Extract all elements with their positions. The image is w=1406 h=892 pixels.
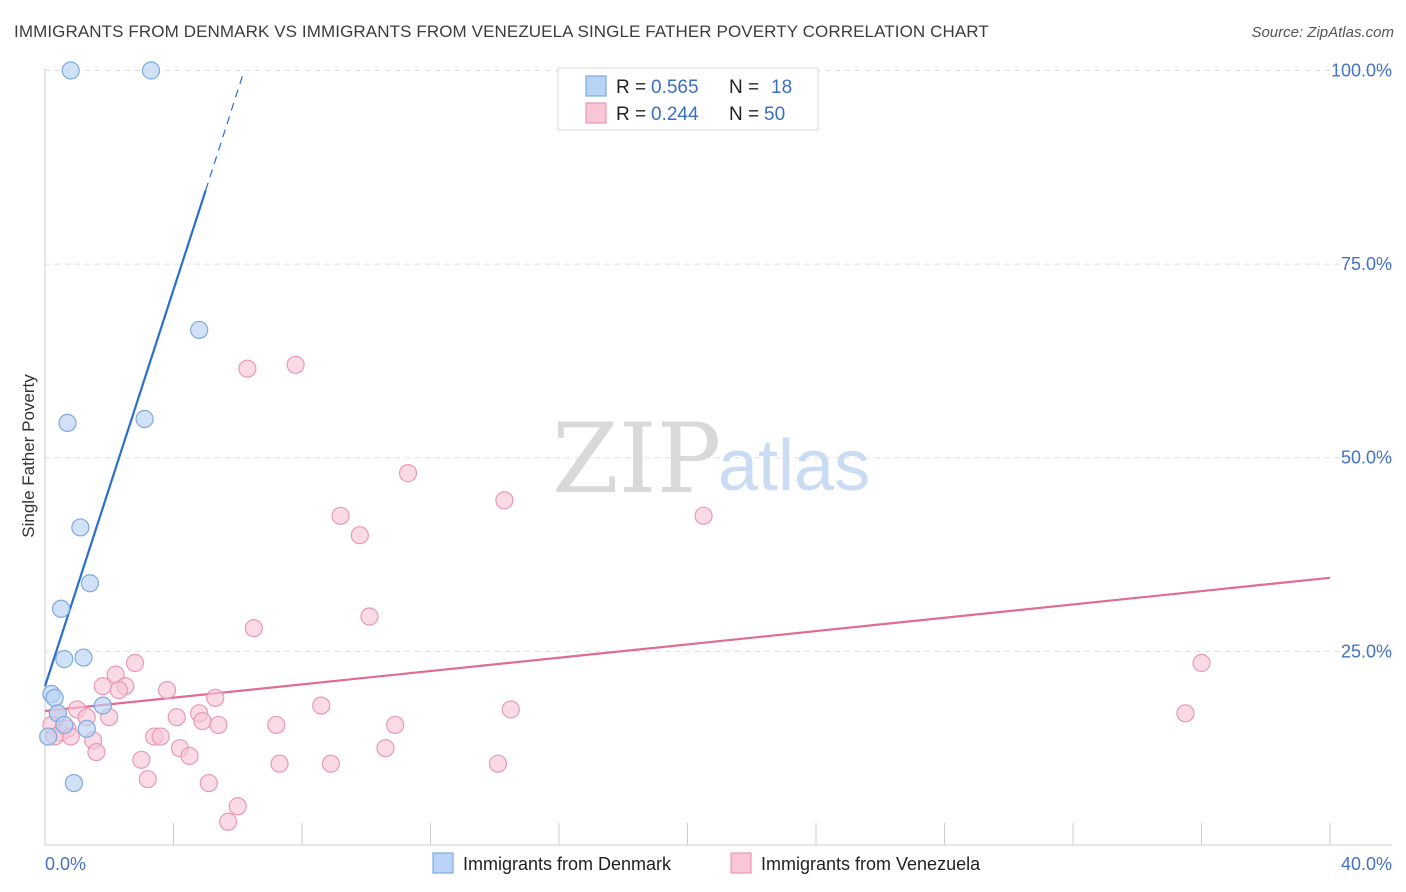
point-venezuela (93, 677, 112, 696)
point-venezuela (488, 754, 508, 773)
trend-line-denmark-extension (205, 70, 245, 191)
point-denmark (61, 61, 80, 80)
x-tick-label-max: 40.0% (1341, 854, 1392, 874)
point-venezuela (206, 688, 225, 707)
x-tick-label-min: 0.0% (45, 854, 86, 874)
point-denmark (74, 648, 93, 667)
point-denmark (55, 715, 74, 735)
point-venezuela (125, 653, 145, 673)
source-label: Source: ZipAtlas.com (1251, 24, 1394, 41)
point-venezuela (151, 727, 170, 746)
y-tick-label: 25.0% (1341, 641, 1392, 661)
legend-swatch-denmark (585, 75, 607, 97)
point-venezuela (228, 797, 247, 816)
point-venezuela (501, 700, 520, 719)
point-venezuela (398, 464, 418, 483)
point-denmark (51, 599, 71, 618)
point-venezuela (199, 773, 218, 793)
series-legend-label-denmark: Immigrants from Denmark (463, 854, 672, 874)
legend-n-value-venezuela: 50 (764, 104, 785, 125)
point-denmark (141, 61, 161, 80)
series-legend-swatch-denmark (432, 852, 454, 874)
point-venezuela (376, 739, 395, 758)
point-venezuela (312, 696, 331, 715)
data-points (39, 61, 1211, 831)
series-legend: Immigrants from Denmark Immigrants from … (432, 852, 981, 874)
point-venezuela (386, 715, 405, 735)
point-venezuela (180, 746, 199, 766)
point-venezuela (694, 506, 713, 525)
point-venezuela (350, 526, 369, 545)
point-venezuela (495, 491, 514, 510)
y-tick-labels: 25.0% 50.0% 75.0% 100.0% (1331, 60, 1392, 661)
watermark-atlas: atlas (718, 426, 870, 506)
legend-n-label-venezuela: N = (729, 104, 759, 125)
point-venezuela (157, 680, 177, 700)
y-tick-label: 75.0% (1341, 254, 1392, 274)
point-venezuela (331, 506, 350, 525)
y-tick-label: 100.0% (1331, 60, 1392, 80)
point-denmark (80, 574, 100, 593)
y-tick-label: 50.0% (1341, 448, 1392, 468)
axes (44, 68, 1392, 846)
point-venezuela (244, 619, 263, 638)
point-venezuela (270, 754, 289, 773)
chart-title: IMMIGRANTS FROM DENMARK VS IMMIGRANTS FR… (14, 22, 989, 41)
legend-n-label-denmark: N = (729, 77, 759, 98)
point-venezuela (219, 812, 238, 831)
trend-lines (43, 70, 1331, 713)
point-venezuela (193, 711, 212, 731)
point-denmark (58, 413, 77, 432)
legend-r-label-venezuela: R = (616, 104, 646, 125)
point-venezuela (286, 355, 305, 374)
point-denmark (77, 719, 96, 738)
point-venezuela (138, 770, 157, 789)
point-denmark (55, 650, 74, 669)
point-venezuela (132, 750, 151, 769)
point-venezuela (1176, 704, 1195, 723)
legend-r-value-denmark: 0.565 (651, 77, 699, 98)
y-axis-label: Single Father Poverty (19, 374, 38, 538)
point-venezuela (87, 742, 106, 762)
legend-r-label-denmark: R = (616, 77, 646, 98)
point-venezuela (1192, 653, 1211, 673)
point-venezuela (167, 708, 186, 727)
point-venezuela (238, 359, 257, 378)
gridlines (45, 69, 1392, 652)
trend-line-venezuela (44, 576, 1331, 713)
point-venezuela (209, 715, 228, 735)
series-legend-label-venezuela: Immigrants from Venezuela (761, 854, 981, 874)
x-tick-labels: 0.0% 40.0% (45, 854, 1392, 874)
legend-swatch-venezuela (585, 102, 607, 124)
point-venezuela (267, 715, 286, 735)
point-denmark (93, 696, 112, 715)
watermark-zip: ZIP (552, 403, 721, 515)
legend-r-value-venezuela: 0.244 (651, 104, 699, 125)
point-venezuela (360, 607, 379, 626)
point-denmark (190, 320, 209, 340)
point-denmark (45, 688, 64, 707)
point-denmark (71, 518, 90, 537)
point-denmark (64, 773, 84, 793)
correlation-legend: R = 0.565 N = 18 R = 0.244 N = 50 (557, 67, 819, 131)
point-venezuela (109, 680, 128, 700)
point-denmark (135, 409, 154, 429)
point-denmark (39, 727, 58, 746)
legend-n-value-denmark: 18 (771, 77, 792, 98)
series-legend-swatch-venezuela (730, 852, 752, 874)
trend-line-denmark (43, 190, 207, 687)
point-venezuela (321, 754, 341, 773)
